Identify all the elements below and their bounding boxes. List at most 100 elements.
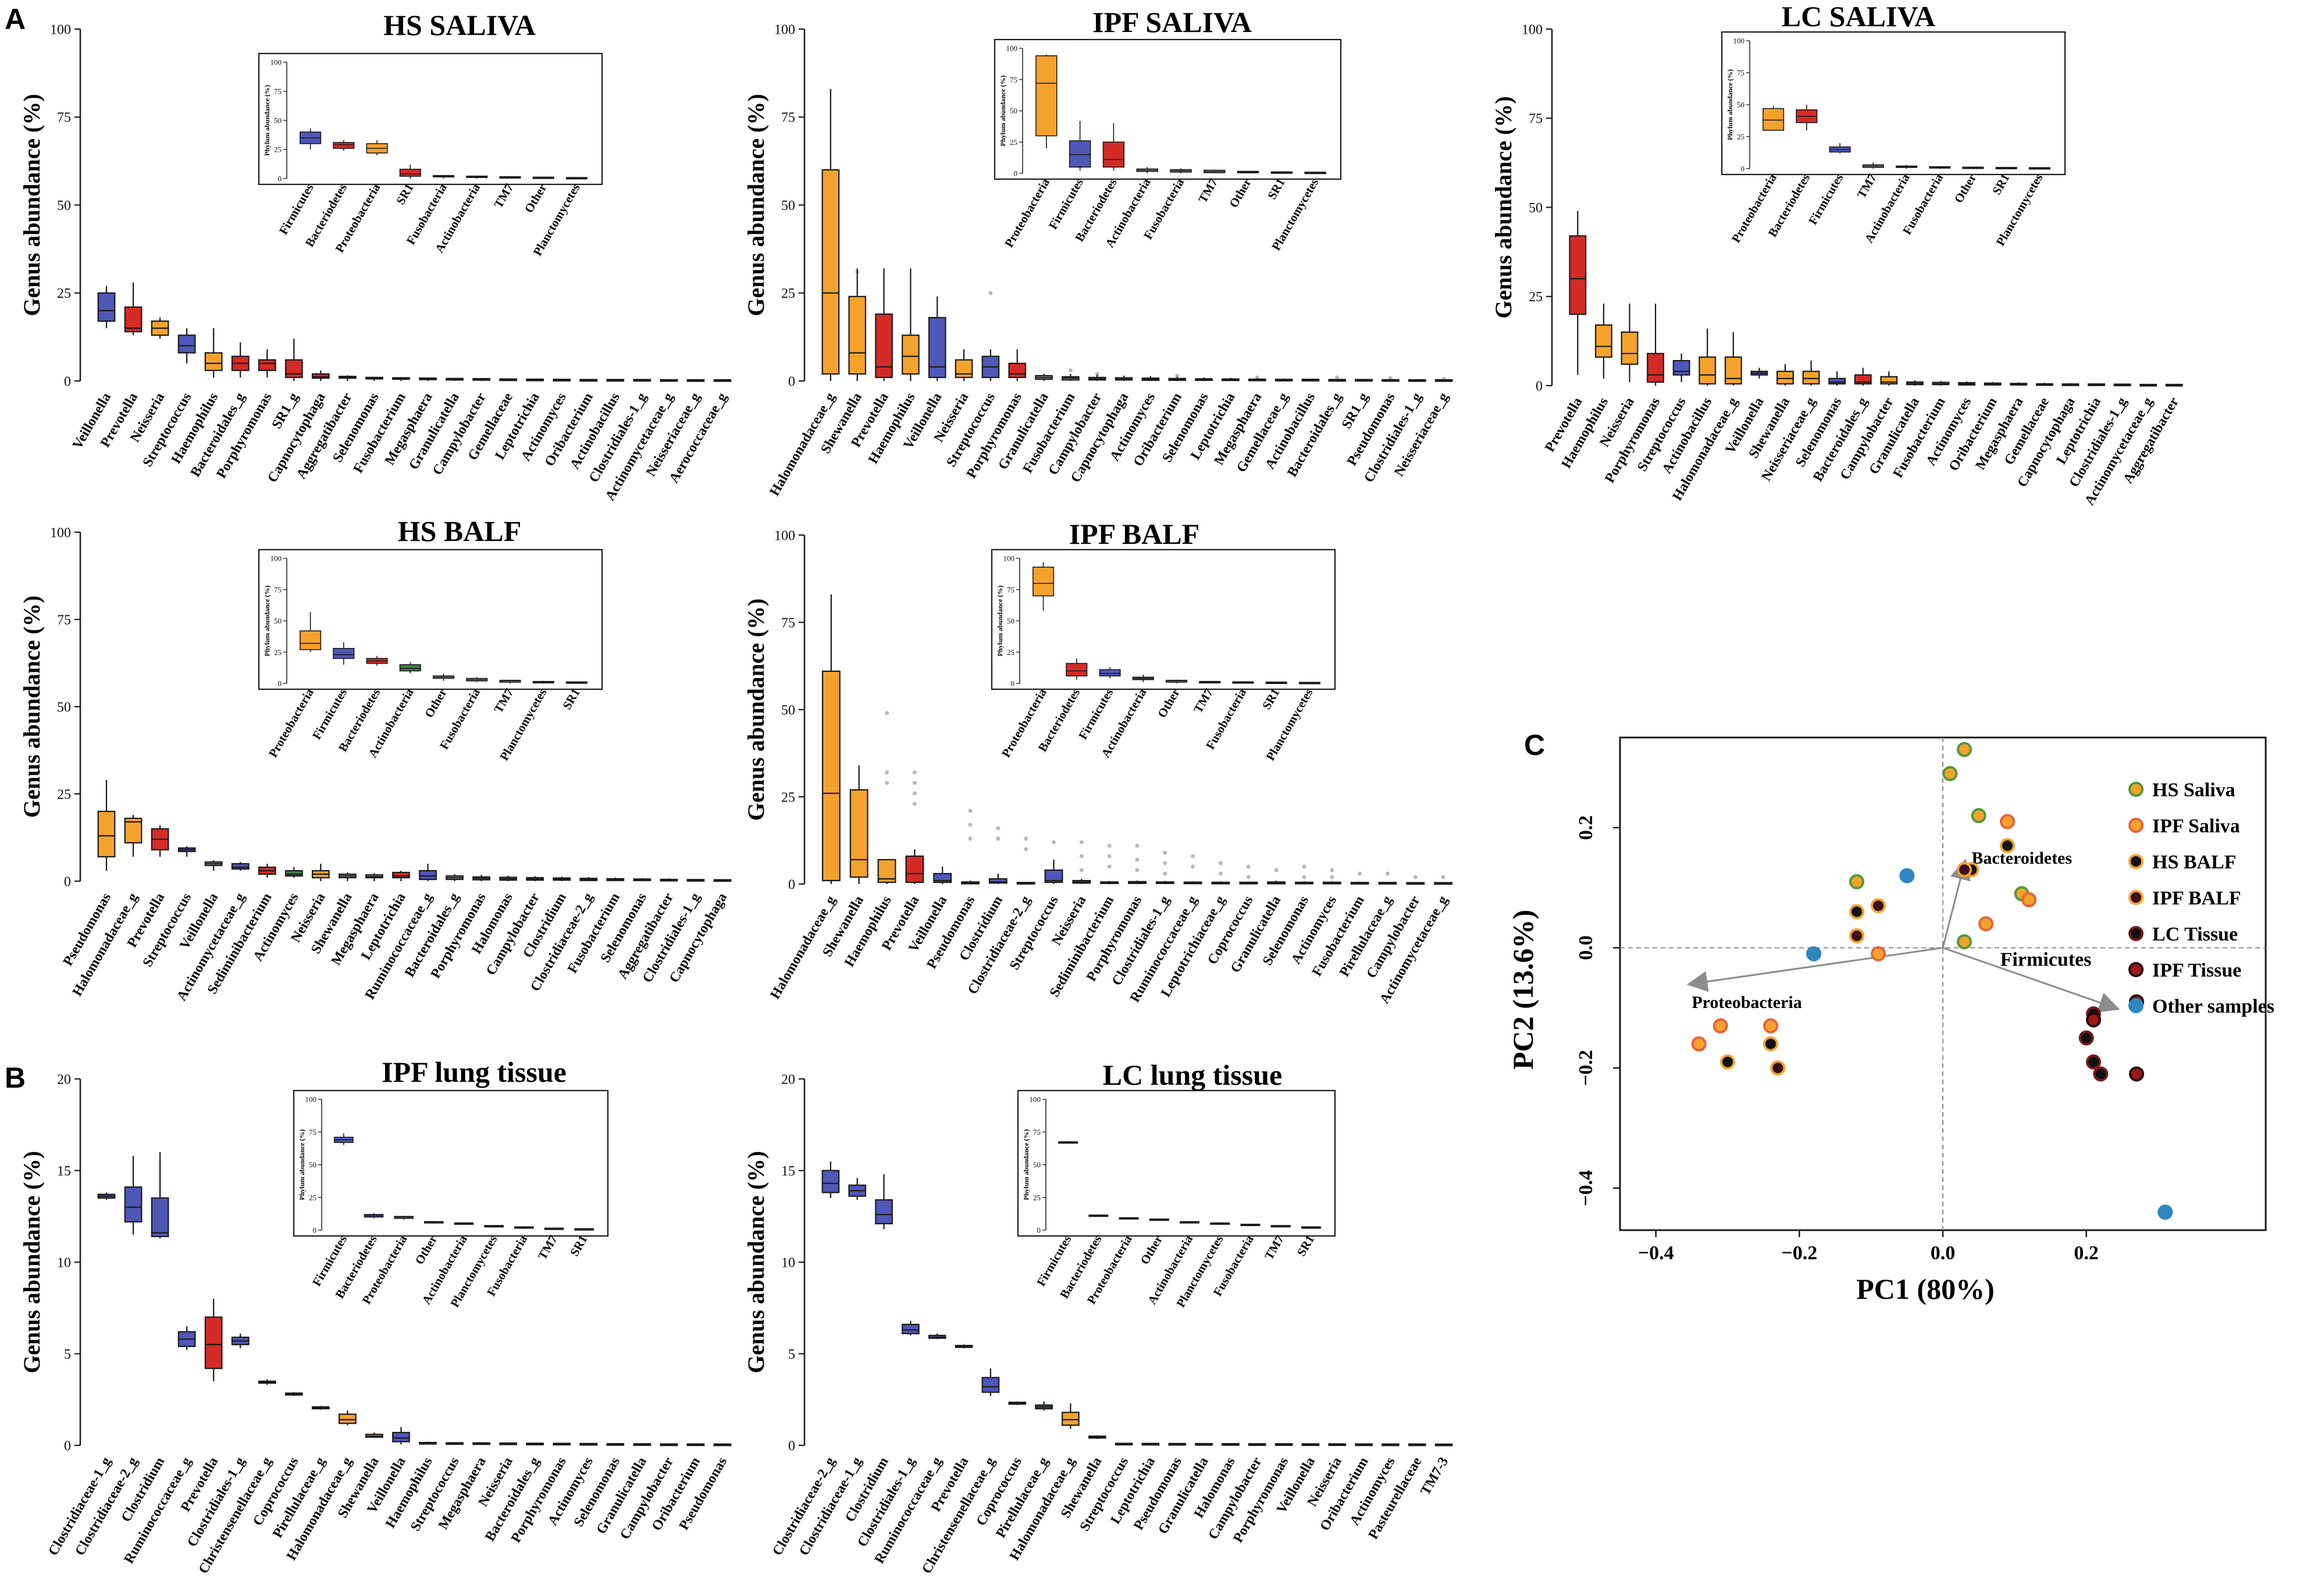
lc_saliva-box-17	[1984, 382, 2002, 386]
ipf_balf-box-13	[1155, 881, 1174, 884]
hs_saliva-box-2	[124, 282, 143, 336]
ipf_balf-outlier	[1079, 868, 1084, 872]
pca-ytick-label: −0.2	[1575, 1050, 1597, 1086]
lc_saliva-box-23	[2139, 383, 2157, 387]
ipf_tissue-inset-box-6	[484, 1225, 504, 1228]
pca-point	[2129, 1066, 2144, 1082]
ipf_tissue-box	[392, 1431, 410, 1442]
ipf_saliva-ytick-label: 100	[774, 22, 795, 37]
hs_balf-box-7	[258, 864, 276, 878]
lc_tissue-box-8	[1008, 1401, 1027, 1405]
hs_saliva-box-13	[419, 377, 437, 381]
hs_saliva-ytick-label: 75	[57, 111, 71, 126]
lc_saliva-box-1	[1569, 211, 1587, 375]
hs_balf-inset-ytick-label: 25	[274, 648, 282, 657]
hs_balf-box-18	[553, 877, 571, 881]
lc_tissue-inset-box-5	[1180, 1221, 1199, 1224]
ipf_balf-inset-box-2	[1066, 658, 1088, 680]
ipf_saliva-box-13	[1141, 376, 1160, 381]
lc_tissue-ylabel: Genus abundance (%)	[743, 1151, 769, 1373]
hs_balf-inset-ytick-label: 0	[278, 679, 282, 688]
hs_saliva-inset-box-3	[366, 140, 388, 155]
ipf_balf-box-17	[1267, 881, 1286, 885]
hs_saliva-box-18	[553, 379, 571, 382]
ipf_balf-inset-box-3	[1099, 667, 1121, 679]
ipf_tissue-inset-box-9	[574, 1228, 594, 1231]
pca-point	[1971, 808, 1986, 824]
pca-point	[1871, 946, 1886, 961]
ipf_balf-inset-box-8	[1265, 681, 1287, 684]
ipf_saliva-box-6	[955, 349, 973, 381]
ipf_balf-box-2	[849, 765, 868, 884]
legend-label: IPF Tissue	[2152, 960, 2241, 981]
hs_balf-inset-box	[399, 664, 421, 672]
ipf_saliva-box-5	[928, 296, 946, 381]
lc_tissue-inset-box-7	[1240, 1223, 1261, 1227]
hs_balf-inset-box-4	[399, 662, 421, 674]
ipf_balf-outlier	[1330, 875, 1334, 879]
lc_tissue-ytick-label: 5	[788, 1347, 795, 1362]
lc_tissue-box-13	[1141, 1442, 1160, 1446]
lc_saliva-box-14	[1906, 380, 1924, 386]
ipf_balf-box	[849, 789, 868, 878]
ipf_balf-inset-category-label: TM7	[1191, 686, 1216, 715]
ipf_saliva-box-3	[875, 268, 893, 381]
ipf_tissue-box-7	[258, 1379, 276, 1385]
lc_saliva-box-22	[2113, 383, 2131, 387]
ipf_balf-box-3	[877, 858, 896, 884]
lc_tissue-box-2	[848, 1178, 867, 1200]
lc_tissue-title: LC lung tissue	[1103, 1059, 1282, 1091]
lc_tissue-box-10	[1062, 1403, 1080, 1429]
ipf_saliva-inset-box-8	[1270, 171, 1293, 174]
lc_saliva-box-19	[2035, 383, 2053, 386]
legend-marker	[2128, 926, 2144, 941]
lc_saliva-inset-category-label: Other	[1952, 172, 1979, 205]
ipf_balf-box-15	[1211, 881, 1230, 885]
lc_tissue-inset-frame	[1017, 1089, 1336, 1237]
hs_balf-box-11	[365, 873, 383, 881]
lc_tissue-box-17	[1248, 1443, 1266, 1446]
pca-point	[2000, 838, 2015, 853]
ipf_saliva-box-9	[1035, 373, 1053, 381]
hs_saliva-inset-category-label: TM7	[491, 181, 516, 211]
pca-xtick-label: −0.2	[1781, 1242, 1817, 1264]
ipf_tissue-ytick-label: 10	[57, 1255, 71, 1270]
ipf_saliva-box-16	[1222, 377, 1240, 382]
lc_tissue-box-4	[902, 1320, 920, 1335]
ipf_balf-outlier	[1218, 861, 1223, 865]
ipf_tissue-inset-ylabel: Phylum abundance (%)	[298, 1129, 306, 1200]
ipf_balf-outlier	[885, 770, 889, 775]
ipf_balf-box	[905, 855, 924, 884]
ipf_tissue-box-9	[311, 1406, 330, 1410]
hs_saliva-box-7	[258, 349, 276, 377]
lc_saliva-box	[1594, 324, 1612, 358]
pca-point	[1899, 868, 1915, 884]
ipf_balf-outlier	[1163, 861, 1167, 865]
ipf_saliva-outlier	[1255, 375, 1259, 380]
ipf_tissue-box-6	[231, 1333, 250, 1349]
ipf_balf-outlier	[885, 711, 889, 715]
ipf_tissue-title: IPF lung tissue	[382, 1056, 567, 1088]
lc_tissue-ytick-label: 10	[781, 1255, 795, 1270]
ipf_saliva-inset-box-2	[1069, 120, 1091, 171]
ipf_balf-inset-box	[1032, 567, 1055, 597]
ipf_saliva-box-17	[1248, 378, 1266, 382]
lc_saliva-inset-box-9	[2028, 167, 2050, 170]
lc_saliva-inset-box-2	[1796, 105, 1818, 130]
lc_tissue-box-11	[1088, 1435, 1106, 1439]
ipf_tissue-box-13	[419, 1441, 437, 1445]
hs_saliva-box-3	[151, 318, 169, 339]
pca-arrow-label: Bacteroidetes	[1971, 849, 2072, 868]
lc_saliva-box-3	[1621, 304, 1639, 382]
ipf_tissue-box-15	[472, 1442, 490, 1445]
pca-point	[1849, 874, 1864, 889]
ipf_saliva-inset-box	[1102, 141, 1125, 168]
ipf_balf-title: IPF BALF	[1069, 518, 1200, 550]
ipf_balf-inset-ylabel: Phylum abundance (%)	[996, 585, 1004, 656]
ipf_tissue-box-1	[97, 1192, 116, 1200]
ipf_tissue-ytick-label: 20	[57, 1072, 71, 1087]
lc_saliva-inset-ytick-label: 50	[1737, 101, 1744, 109]
ipf_tissue-inset-box-7	[514, 1226, 534, 1229]
